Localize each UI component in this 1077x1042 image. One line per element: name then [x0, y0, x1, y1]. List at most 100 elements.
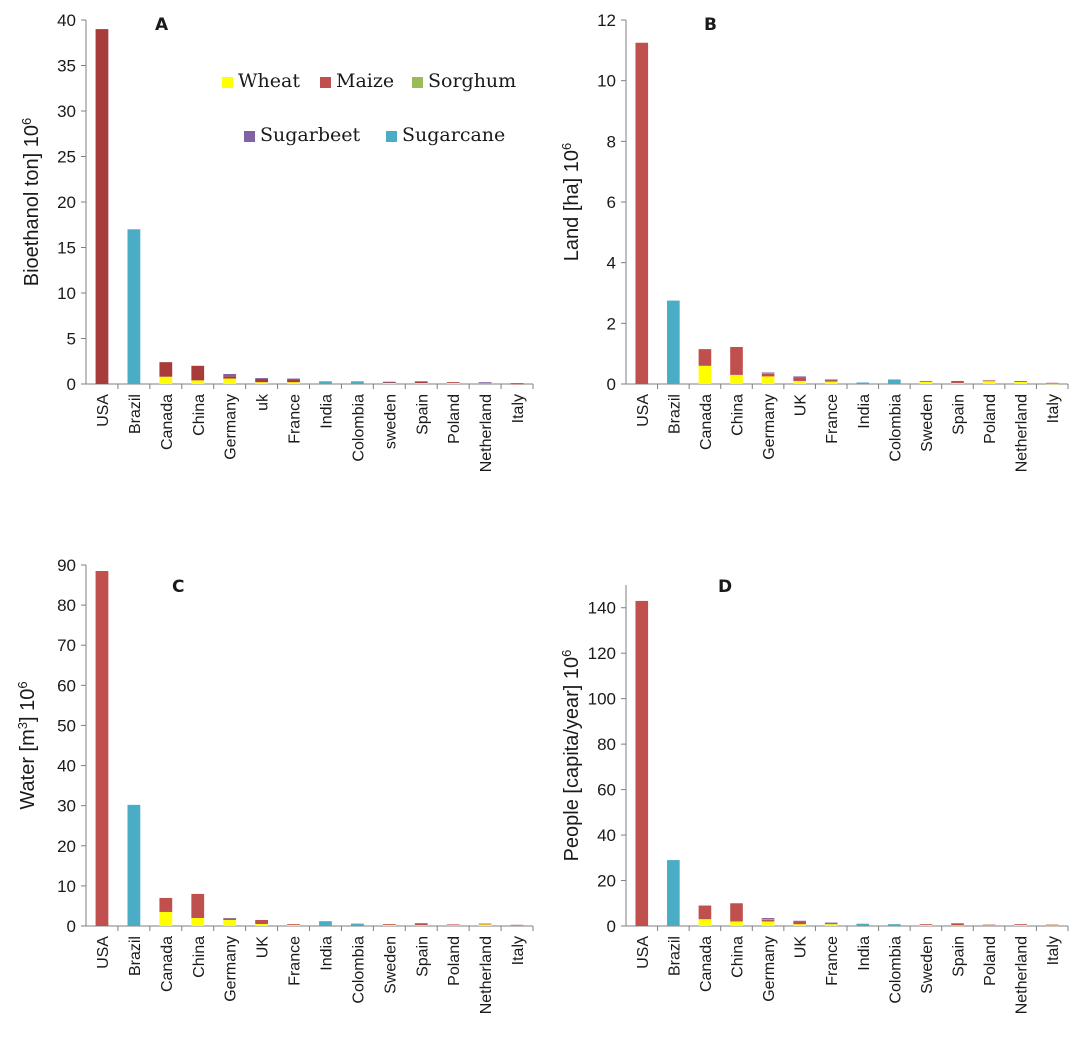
- legend-swatch-maize: [320, 77, 331, 88]
- x-category-label: France: [824, 394, 841, 444]
- y-tick-label: 0: [607, 917, 616, 936]
- bar-segment-maize: [415, 923, 428, 925]
- x-category-label: Poland: [982, 936, 999, 986]
- bar-segment-wheat: [793, 381, 806, 384]
- bar-segment-maize: [191, 894, 204, 918]
- bar-segment-sugarbeet: [223, 374, 236, 376]
- bar-segment-maize: [223, 919, 236, 920]
- x-category-label: Italy: [510, 936, 527, 965]
- bar-segment-maize: [159, 898, 172, 912]
- bar-segment-wheat: [159, 912, 172, 926]
- x-category-label: Poland: [446, 936, 463, 986]
- bar-segment-wheat: [255, 382, 268, 384]
- y-tick-label: 40: [597, 826, 616, 845]
- bar-segment-maize: [1046, 383, 1059, 384]
- x-category-label: Colombia: [887, 936, 904, 1004]
- bar-segment-wheat: [825, 924, 838, 926]
- bar-segment-wheat: [223, 920, 236, 926]
- legend-label: Sugarbeet: [260, 124, 360, 146]
- bar-segment-wheat: [920, 382, 933, 384]
- y-tick-label: 70: [57, 636, 76, 655]
- y-tick-label: 50: [57, 716, 76, 735]
- bar-segment-wheat: [191, 918, 204, 926]
- bar-segment-maize: [920, 924, 933, 925]
- bar-segment-maize: [825, 923, 838, 924]
- bar-segment-sugarbeet: [793, 921, 806, 922]
- legend-swatch-sorghum: [412, 77, 423, 88]
- bar-segment-wheat: [255, 924, 268, 926]
- bar-segment-maize: [479, 924, 492, 925]
- panel-letter: B: [704, 15, 717, 35]
- bar-segment-sugarbeet: [415, 381, 428, 382]
- bar-segment-maize: [825, 380, 838, 382]
- bar-segment-sugarcane: [856, 924, 869, 926]
- x-category-label: Canada: [159, 394, 176, 450]
- bar-segment-maize: [951, 923, 964, 925]
- bar-segment-sugarcane: [128, 805, 141, 926]
- bar-segment-maize: [699, 349, 712, 366]
- bar-segment-maize: [1014, 924, 1027, 925]
- legend-label: Wheat: [238, 70, 300, 92]
- bar-segment-sugarcane: [351, 381, 364, 384]
- legend-swatch-sugarcane: [386, 131, 397, 142]
- bar-segment-sugarbeet: [762, 918, 775, 919]
- bar-segment-sugarbeet: [255, 378, 268, 379]
- chart-panel-d: 0 20 40 60 80 100 120 140 USA Brazil Canada China Ge…: [559, 577, 1069, 1014]
- bar-segment-wheat: [699, 366, 712, 384]
- x-category-label: Italy: [1045, 936, 1062, 965]
- x-category-label: UK: [255, 936, 272, 959]
- bar-segment-sugarcane: [319, 921, 332, 926]
- bar-segment-maize: [983, 380, 996, 381]
- x-category-label: Spain: [951, 394, 968, 435]
- y-tick-label: 40: [57, 11, 76, 30]
- legend-label: Sorghum: [428, 70, 516, 92]
- x-category-label: Netherland: [478, 936, 495, 1014]
- x-category-label: Brazil: [127, 936, 144, 976]
- y-tick-label: 2: [607, 314, 616, 333]
- bar-segment-maize: [635, 43, 648, 384]
- y-tick-label: 0: [67, 917, 76, 936]
- bar-segment-maize: [447, 382, 460, 383]
- bar-segment-wheat: [983, 381, 996, 384]
- bar-segment-maize: [699, 906, 712, 920]
- bar-segment-sugarcane: [667, 860, 680, 926]
- bar-segment-wheat: [1014, 925, 1027, 926]
- bar-segment-maize: [159, 362, 172, 377]
- y-tick-label: 6: [607, 193, 616, 212]
- bar-segment-wheat: [479, 924, 492, 926]
- x-category-label: France: [824, 936, 841, 986]
- bar-segment-maize: [920, 381, 933, 382]
- legend-label: Maize: [336, 70, 394, 92]
- y-tick-label: 10: [597, 72, 616, 91]
- bar-segment-sugarbeet: [511, 383, 524, 384]
- bar-segment-maize: [793, 922, 806, 924]
- bar-segment-wheat: [920, 925, 933, 926]
- bar-segment-maize: [255, 920, 268, 924]
- bar-segment-wheat: [1046, 925, 1059, 926]
- legend-swatch-sugarbeet: [244, 131, 255, 142]
- x-category-label: China: [730, 936, 747, 978]
- x-category-label: UK: [793, 936, 810, 959]
- x-category-label: India: [856, 936, 873, 971]
- bar-segment-sugarcane: [856, 382, 869, 384]
- bar-segment-sugarbeet: [793, 376, 806, 378]
- bar-segment-maize: [762, 374, 775, 376]
- chart-panel-a: 0 5 10 15 20 25 30 35 40 USA Brazil Canada China Germ…: [19, 11, 534, 472]
- y-tick-label: 90: [57, 556, 76, 575]
- x-category-label: Colombia: [350, 936, 367, 1004]
- y-tick-label: 80: [597, 735, 616, 754]
- bar-segment-sugarcane: [351, 924, 364, 926]
- x-category-label: Colombia: [350, 394, 367, 462]
- y-tick-label: 10: [57, 877, 76, 896]
- x-category-label: Germany: [761, 394, 778, 460]
- bar-segment-sugarcane: [319, 381, 332, 384]
- bar-segment-wheat: [159, 377, 172, 384]
- bar-segment-sorghum: [762, 919, 775, 920]
- y-tick-label: 140: [588, 599, 616, 618]
- y-tick-label: 40: [57, 757, 76, 776]
- x-category-label: Canada: [698, 936, 715, 992]
- y-tick-label: 20: [597, 872, 616, 891]
- bar-segment-wheat: [699, 919, 712, 926]
- bar-segment-maize: [255, 379, 268, 382]
- y-tick-label: 0: [607, 375, 616, 394]
